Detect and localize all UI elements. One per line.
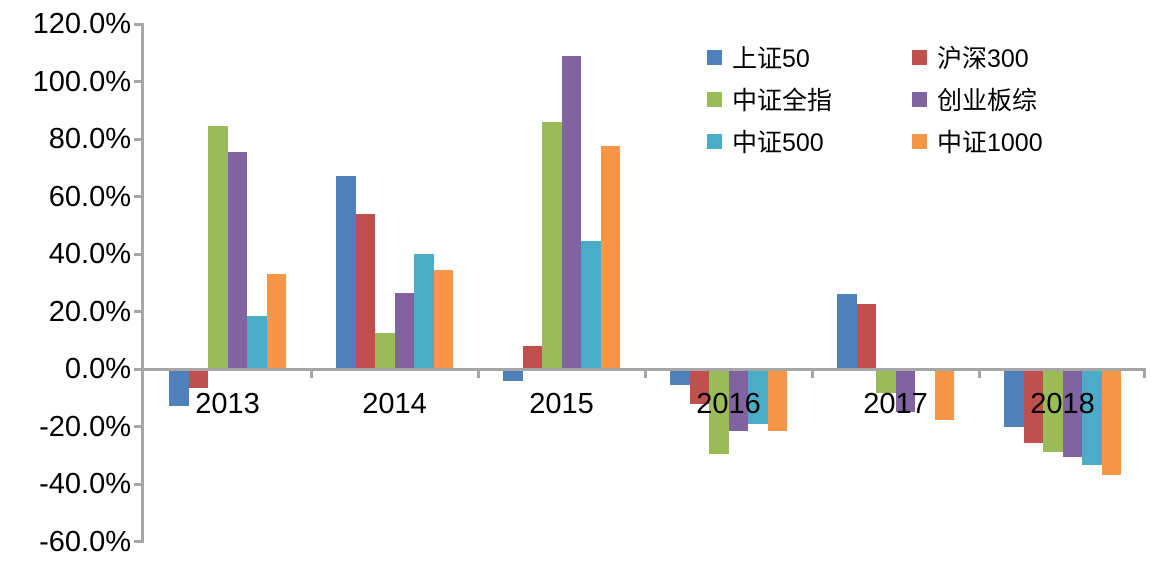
bar-中证1000-2014	[433, 269, 453, 369]
legend-color-swatch-icon	[912, 91, 927, 107]
y-axis-tick-label: -60.0%	[39, 525, 131, 558]
x-axis-tick-mark	[1143, 369, 1146, 378]
bar-沪深300-2018	[1023, 369, 1043, 444]
bar-创业板综-2017	[895, 369, 915, 413]
x-axis-category-label: 2016	[696, 388, 761, 420]
bar-中证全指-2018	[1043, 369, 1063, 452]
y-axis-line	[141, 22, 144, 543]
bar-创业板综-2015	[561, 56, 581, 369]
y-axis-tick-mark	[134, 195, 143, 198]
bar-中证500-2013	[247, 315, 267, 369]
bar-上证50-2015	[503, 369, 523, 381]
bar-沪深300-2017	[856, 304, 876, 369]
legend-label: 创业板综	[937, 87, 1038, 115]
bar-创业板综-2014	[394, 292, 414, 369]
x-axis-category-label: 2013	[195, 388, 260, 420]
y-axis-tick-mark	[134, 540, 143, 543]
legend-label: 上证50	[732, 45, 810, 73]
bar-中证500-2018	[1082, 369, 1102, 465]
x-axis-category-label: 2014	[362, 388, 427, 420]
y-axis-tick-label: 20.0%	[48, 295, 131, 328]
legend-color-swatch-icon	[707, 49, 722, 65]
legend-color-swatch-icon	[912, 49, 927, 65]
bar-沪深300-2013	[188, 369, 208, 388]
x-axis-tick-mark	[309, 369, 313, 378]
bar-中证1000-2013	[266, 274, 286, 369]
bar-创业板综-2016	[728, 369, 748, 431]
y-axis-tick-label: 0.0%	[64, 353, 131, 385]
y-axis-tick-mark	[134, 367, 143, 371]
legend-label: 中证1000	[937, 129, 1043, 157]
bar-中证全指-2013	[208, 126, 228, 369]
legend-item-中证500: 中证500	[707, 126, 824, 157]
bar-上证50-2014	[336, 176, 356, 369]
y-axis-tick-label: 80.0%	[48, 123, 131, 155]
y-axis-tick-label: 60.0%	[48, 180, 131, 213]
x-axis-category-label: 2017	[863, 388, 928, 420]
y-axis-tick-mark	[134, 310, 143, 313]
bar-沪深300-2014	[355, 213, 375, 369]
y-axis-tick-label: -40.0%	[39, 468, 131, 500]
y-axis-tick-mark	[134, 80, 143, 83]
y-axis-tick-mark	[134, 482, 143, 486]
y-axis-tick-mark	[134, 425, 143, 428]
bar-中证全指-2014	[375, 333, 395, 369]
bar-中证1000-2016	[767, 369, 787, 431]
legend-item-中证全指: 中证全指	[707, 84, 833, 115]
x-axis-category-label: 2015	[529, 388, 594, 420]
bar-沪深300-2016	[689, 369, 709, 404]
bar-创业板综-2013	[227, 151, 247, 369]
legend-item-沪深300: 沪深300	[912, 42, 1029, 73]
bar-中证1000-2017	[934, 369, 954, 420]
legend-color-swatch-icon	[707, 133, 722, 149]
bar-中证全指-2016	[709, 369, 729, 454]
legend-color-swatch-icon	[912, 133, 927, 149]
x-axis-tick-mark	[643, 369, 647, 378]
bar-中证全指-2017	[876, 369, 896, 394]
legend-label: 中证500	[732, 129, 824, 157]
x-axis-category-label: 2018	[1030, 388, 1095, 420]
y-axis-tick-label: 100.0%	[32, 65, 131, 98]
bar-上证50-2016	[670, 369, 690, 385]
bar-中证500-2014	[414, 254, 434, 369]
y-axis-tick-label: 40.0%	[48, 238, 131, 270]
legend-color-swatch-icon	[707, 91, 722, 107]
bar-创业板综-2018	[1062, 369, 1082, 457]
bar-上证50-2013	[169, 369, 189, 407]
x-axis-tick-mark	[810, 369, 814, 378]
y-axis-tick-mark	[134, 252, 143, 256]
legend-item-上证50: 上证50	[707, 42, 810, 73]
legend-item-创业板综: 创业板综	[912, 84, 1038, 115]
legend-item-中证1000: 中证1000	[912, 126, 1043, 157]
x-axis-tick-mark	[476, 369, 480, 378]
bar-上证50-2017	[837, 294, 857, 369]
y-axis-tick-mark	[134, 22, 143, 26]
bar-中证500-2016	[748, 369, 768, 424]
legend-label: 沪深300	[937, 45, 1029, 73]
y-axis-tick-label: -20.0%	[39, 410, 131, 443]
y-axis-tick-mark	[134, 137, 143, 141]
bar-中证500-2015	[581, 241, 601, 369]
bar-上证50-2018	[1004, 369, 1024, 427]
bar-中证全指-2015	[542, 121, 562, 369]
bar-沪深300-2015	[522, 346, 542, 369]
legend-label: 中证全指	[732, 87, 833, 115]
x-axis-tick-mark	[977, 369, 981, 378]
bar-中证1000-2015	[600, 146, 620, 369]
y-axis-tick-label: 120.0%	[32, 8, 131, 40]
bar-中证1000-2018	[1101, 369, 1121, 475]
